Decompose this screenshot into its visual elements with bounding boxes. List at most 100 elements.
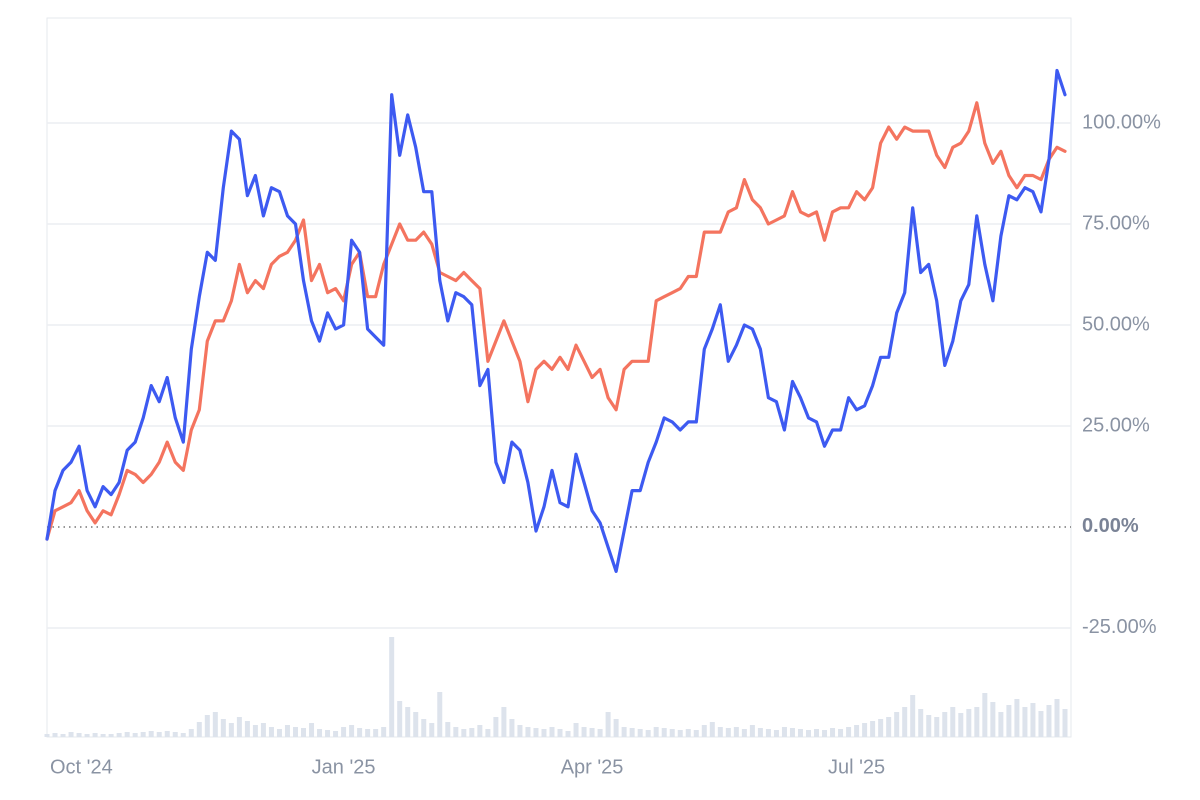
volume-bar <box>453 727 459 737</box>
volume-bar <box>846 727 852 737</box>
volume-bar <box>196 722 202 737</box>
volume-bar <box>349 725 355 737</box>
volume-bar <box>52 733 58 737</box>
volume-bar <box>974 707 980 737</box>
volume-bar <box>252 725 258 737</box>
volume-bar <box>926 715 932 737</box>
volume-bar <box>533 728 539 737</box>
volume-bar <box>1022 707 1028 737</box>
volume-bar <box>717 727 723 737</box>
volume-bar <box>413 712 419 737</box>
volume-bar <box>164 731 170 737</box>
volume-bar <box>276 729 282 737</box>
volume-bar <box>333 731 339 737</box>
volume-bar <box>693 730 699 737</box>
volume-bar <box>373 729 379 737</box>
volume-bar <box>645 730 651 737</box>
volume-bar <box>701 725 707 737</box>
volume-bar <box>180 733 186 737</box>
volume-bar <box>509 719 515 737</box>
y-tick-label: 25.00% <box>1082 414 1150 436</box>
volume-bar <box>677 730 683 737</box>
volume-bar <box>156 732 162 737</box>
volume-bar <box>581 727 587 737</box>
volume-bar <box>629 728 635 737</box>
volume-bar <box>188 729 194 737</box>
y-tick-label: 0.00% <box>1082 515 1139 537</box>
volume-bar <box>108 734 114 737</box>
volume-bar <box>389 637 395 737</box>
volume-bar <box>477 725 483 737</box>
volume-bar <box>116 733 122 737</box>
volume-bar <box>613 719 619 737</box>
volume-bar <box>741 729 747 737</box>
volume-bar <box>517 725 523 737</box>
volume-bar <box>357 728 363 737</box>
volume-bar <box>228 723 234 737</box>
volume-bar <box>148 731 154 737</box>
x-tick-label: Jul '25 <box>828 756 885 778</box>
volume-bar <box>429 723 435 737</box>
volume-bar <box>44 734 50 737</box>
volume-bar <box>950 707 956 737</box>
volume-bar <box>260 723 266 737</box>
volume-bar <box>966 709 972 737</box>
volume-bar <box>822 730 828 737</box>
volume-bar <box>268 727 274 737</box>
volume-bar <box>309 723 315 737</box>
volume-bar <box>653 727 659 737</box>
volume-bar <box>84 734 90 737</box>
volume-bar <box>669 729 675 737</box>
volume-bar <box>637 729 643 737</box>
volume-bar <box>60 734 66 737</box>
volume-bar <box>990 702 996 737</box>
volume-bar <box>92 733 98 737</box>
volume-bar <box>469 728 475 737</box>
volume-bar <box>100 734 106 737</box>
volume-bar <box>341 727 347 737</box>
volume-bar <box>317 729 323 737</box>
volume-bar <box>597 729 603 737</box>
volume-bar <box>365 729 371 737</box>
volume-bar <box>437 692 443 737</box>
y-tick-label: 75.00% <box>1082 212 1150 234</box>
y-tick-label: 50.00% <box>1082 313 1150 335</box>
volume-bar <box>830 728 836 737</box>
volume-bar <box>565 731 571 737</box>
plot-frame <box>46 17 1072 738</box>
volume-bar <box>573 723 579 737</box>
volume-bar <box>894 712 900 737</box>
volume-bar <box>998 712 1004 737</box>
volume-bar <box>1038 711 1044 737</box>
volume-bar <box>284 725 290 737</box>
volume-bar <box>493 717 499 737</box>
x-tick-label: Oct '24 <box>50 756 113 778</box>
volume-bar <box>236 717 242 737</box>
volume-bar <box>621 727 627 737</box>
volume-bar <box>862 723 868 737</box>
x-tick-label: Apr '25 <box>561 756 624 778</box>
volume-bar <box>870 721 876 737</box>
volume-bar <box>204 715 210 737</box>
volume-bar <box>124 732 130 737</box>
volume-bar <box>1006 705 1012 737</box>
y-tick-label: 100.00% <box>1082 111 1161 133</box>
volume-bar <box>725 728 731 737</box>
volume-bar <box>220 719 226 737</box>
volume-bar <box>76 733 82 737</box>
series-line <box>45 101 1067 541</box>
volume-bar <box>445 722 451 737</box>
volume-bar <box>461 729 467 737</box>
volume-bar <box>709 722 715 737</box>
volume-bar <box>541 729 547 737</box>
volume-bar <box>1046 705 1052 737</box>
volume-bar <box>485 729 491 737</box>
volume-bar <box>301 728 307 737</box>
volume-bar <box>1030 703 1036 737</box>
volume-bar <box>557 729 563 737</box>
volume-bar <box>172 732 178 737</box>
y-tick-label: -25.00% <box>1082 616 1157 638</box>
volume-bar <box>838 729 844 737</box>
x-tick-label: Jan '25 <box>312 756 376 778</box>
